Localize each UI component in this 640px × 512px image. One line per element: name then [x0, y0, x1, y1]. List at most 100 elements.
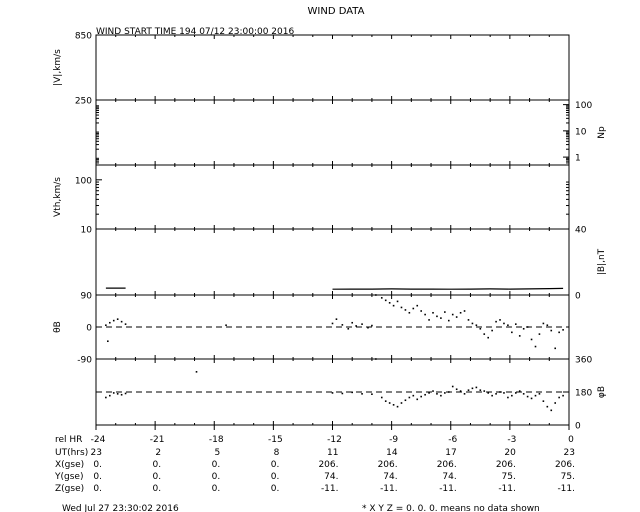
data-point — [375, 294, 377, 296]
time-row-value: -18 — [209, 435, 224, 445]
data-point — [105, 396, 107, 399]
data-point — [331, 392, 334, 394]
time-row-label: X(gse) — [55, 460, 84, 470]
panel-3: 100 10 Vth,km/s — [53, 164, 570, 236]
data-point — [475, 324, 478, 327]
time-row-value: -24 — [91, 435, 106, 445]
time-row-value: 2 — [155, 448, 161, 458]
data-point — [396, 405, 399, 408]
panel-frame — [95, 228, 570, 296]
time-row-value: 206. — [378, 460, 398, 470]
data-point — [455, 316, 458, 318]
y-axis-label: Vth,km/s — [53, 177, 63, 217]
time-row-value: -15 — [268, 435, 283, 445]
data-point — [412, 394, 415, 397]
data-point — [514, 323, 517, 325]
time-row-value: 75. — [561, 472, 575, 482]
data-point — [447, 319, 450, 322]
data-point — [355, 325, 357, 327]
y-axis-label: φB — [597, 386, 607, 398]
time-row-value: 5 — [215, 448, 221, 458]
data-point — [428, 392, 430, 394]
data-point — [455, 388, 458, 391]
time-row-value: -11. — [321, 484, 339, 494]
panel-frame — [95, 34, 570, 101]
y-tick-label: 1 — [575, 154, 581, 164]
time-row-label: Z(gse) — [55, 484, 84, 494]
data-point — [331, 322, 334, 325]
data-point — [444, 311, 446, 313]
data-point — [522, 327, 525, 330]
panel-1: 850 250 |V|,km/s — [53, 32, 570, 107]
y-tick-label: 100 — [75, 176, 92, 186]
time-row-value: 11 — [327, 448, 338, 458]
time-row-value: 0. — [153, 484, 162, 494]
figure-subtitle: WIND START TIME 194 07/12 23:00:00 2016 — [96, 27, 294, 37]
data-point — [479, 389, 482, 391]
y-axis-label: Np — [597, 126, 607, 139]
time-row-value: 0. — [93, 484, 102, 494]
data-point — [530, 397, 533, 400]
data-point — [420, 395, 422, 398]
data-point — [416, 304, 419, 307]
data-point — [471, 322, 474, 325]
data-point — [558, 396, 560, 399]
data-point — [534, 345, 537, 348]
time-row-value: 0. — [153, 472, 162, 482]
data-point — [526, 326, 529, 328]
data-point — [499, 319, 501, 321]
data-point — [459, 311, 462, 314]
time-row-label: rel HR — [55, 435, 82, 445]
data-point — [451, 385, 454, 388]
footer-timestamp: Wed Jul 27 23:30:02 2016 — [62, 504, 179, 512]
data-point — [440, 317, 442, 319]
data-point — [105, 324, 107, 327]
data-point — [396, 300, 399, 303]
time-row-label: UT(hrs) — [55, 448, 88, 458]
time-row-value: 206. — [437, 460, 457, 470]
time-tick-marks — [95, 425, 570, 430]
panel-stack: 850 250 |V|,km/s 100 10 1 Np 100 10 Vth,km/s 40 0 |B… — [53, 32, 607, 432]
data-point — [432, 311, 434, 314]
data-point — [351, 391, 354, 394]
y-axis-label: |B|,nT — [597, 248, 607, 275]
time-row-value: 0. — [271, 460, 280, 470]
data-point — [475, 386, 478, 389]
panel-frame — [95, 164, 570, 230]
data-point — [495, 393, 497, 395]
data-point — [341, 324, 344, 326]
y-tick-label: 250 — [75, 97, 92, 107]
data-point — [514, 392, 517, 394]
panel-6: 360 180 0 φB — [95, 356, 607, 432]
time-row-value: -3 — [507, 435, 516, 445]
data-point — [384, 299, 387, 302]
data-point — [511, 331, 513, 334]
time-row-value: 0. — [212, 460, 221, 470]
series-line — [332, 287, 564, 290]
data-point — [380, 297, 383, 299]
data-point — [440, 394, 442, 397]
data-point — [375, 358, 377, 360]
data-point — [388, 402, 391, 404]
data-point — [491, 394, 493, 397]
data-point — [124, 323, 127, 325]
footer-note: * X Y Z = 0. 0. 0. means no data shown — [362, 504, 540, 512]
y-tick-label: 180 — [575, 389, 592, 399]
y-axis-label: |V|,km/s — [53, 49, 63, 86]
data-point — [392, 304, 395, 307]
data-point — [388, 302, 391, 304]
data-point — [463, 310, 466, 312]
data-point — [463, 393, 466, 395]
data-point — [538, 393, 541, 395]
data-point — [491, 329, 493, 332]
data-point — [467, 389, 470, 391]
data-point — [371, 393, 373, 395]
time-row-value: 0. — [93, 472, 102, 482]
time-row-value: 74. — [383, 472, 397, 482]
data-point — [487, 392, 489, 394]
data-point — [562, 394, 564, 397]
data-point — [195, 371, 198, 373]
y-tick-label: 850 — [75, 32, 92, 42]
y-tick-label: 90 — [81, 292, 93, 302]
data-point — [400, 306, 403, 309]
